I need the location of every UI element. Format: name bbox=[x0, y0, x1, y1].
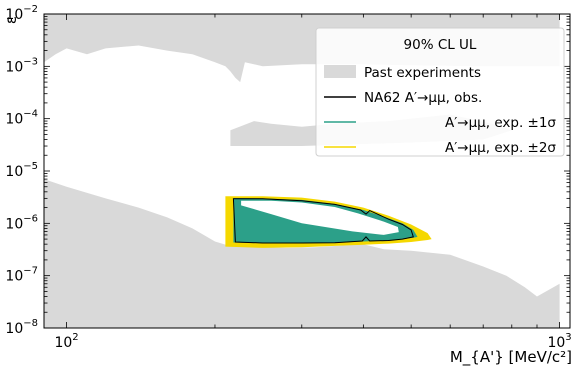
y-tick-label: 10−4 bbox=[5, 109, 38, 128]
y-tick-label: 10−3 bbox=[5, 56, 38, 75]
legend-swatch-past-experiments bbox=[324, 65, 356, 78]
past-experiments-region-lower bbox=[44, 179, 560, 328]
y-tick-label: 10−2 bbox=[5, 4, 38, 23]
y-tick-label: 10−7 bbox=[5, 266, 38, 285]
ticks-layer bbox=[44, 13, 570, 329]
y-axis-label: ε bbox=[2, 16, 20, 24]
y-tick-label: 10−6 bbox=[5, 213, 38, 232]
legend-label-2: A′→μμ, exp. ±1σ bbox=[445, 115, 556, 131]
excluded-region-interior bbox=[241, 200, 399, 235]
legend: 90% CL UL Past experiments NA62 A′→μμ, obs… bbox=[315, 27, 565, 157]
y-tick-label: 10−8 bbox=[5, 318, 38, 337]
observed-limit-contour bbox=[232, 198, 414, 244]
y-tick-label: 10−5 bbox=[5, 161, 38, 180]
x-tick-label: 102 bbox=[54, 332, 78, 351]
labels-layer: 102 103 10−8 10−7 10−6 10−5 10−4 10−3 10−2 M_{A'}… bbox=[2, 4, 572, 367]
x-tick-label: 103 bbox=[547, 332, 571, 351]
legend-box bbox=[315, 27, 565, 157]
legend-label-1: NA62 A′→μμ, obs. bbox=[364, 90, 482, 106]
legend-label-3: A′→μμ, exp. ±2σ bbox=[445, 140, 556, 156]
legend-label-0: Past experiments bbox=[364, 65, 481, 81]
x-axis-label: M_{A'} [MeV/c²] bbox=[450, 348, 572, 367]
legend-title: 90% CL UL bbox=[404, 37, 477, 53]
